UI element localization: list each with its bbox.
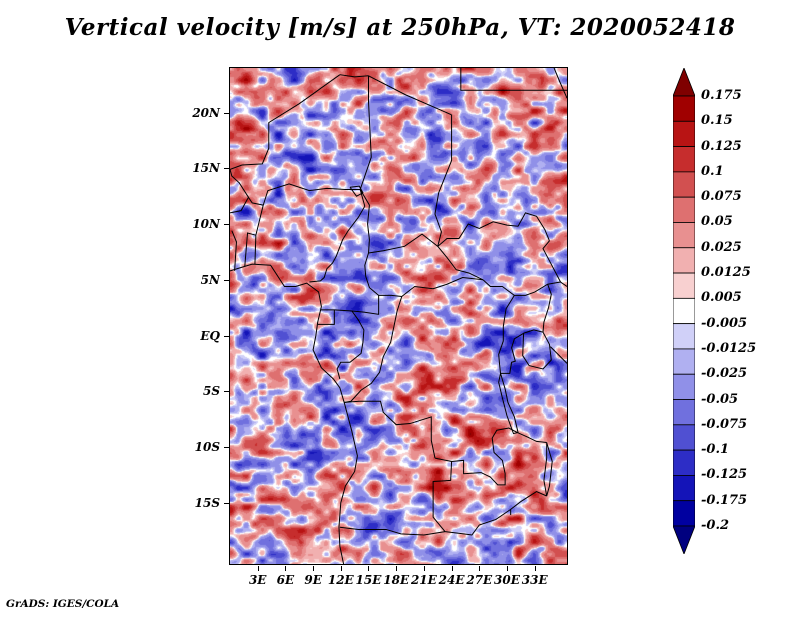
x-tick-mark bbox=[285, 565, 287, 571]
x-tick-label: 24E bbox=[438, 573, 465, 587]
colorbar-level-label: 0.0125 bbox=[701, 265, 751, 281]
vertical-velocity-field-canvas bbox=[230, 68, 567, 564]
colorbar-level-label: 0.025 bbox=[701, 239, 742, 255]
colorbar-level-label: -0.025 bbox=[701, 366, 748, 382]
y-tick-label: 5N bbox=[200, 272, 220, 287]
colorbar-segment bbox=[673, 475, 695, 502]
colorbar-segment bbox=[673, 171, 695, 198]
colorbar-segment bbox=[673, 272, 695, 299]
colorbar-segment bbox=[673, 348, 695, 375]
colorbar-segment bbox=[673, 500, 695, 527]
colorbar-segment bbox=[673, 399, 695, 426]
x-tick-label: 6E bbox=[276, 573, 295, 587]
colorbar-level-label: 0.175 bbox=[701, 88, 742, 103]
colorbar-level-label: -0.125 bbox=[701, 467, 748, 483]
colorbar-level-label: -0.1 bbox=[701, 442, 730, 458]
colorbar-segment bbox=[673, 424, 695, 451]
colorbar-level-label: -0.0125 bbox=[701, 340, 757, 356]
x-tick-mark bbox=[423, 565, 425, 571]
x-tick-label: 30E bbox=[494, 573, 520, 587]
x-tick-mark bbox=[313, 565, 315, 571]
x-tick-mark bbox=[340, 565, 342, 571]
colorbar-level-label: -0.075 bbox=[701, 416, 748, 432]
colorbar-level-label: 0.05 bbox=[701, 214, 733, 230]
y-tick-mark bbox=[223, 502, 229, 504]
x-tick-label: 9E bbox=[304, 573, 322, 587]
y-tick-label: 10N bbox=[192, 217, 220, 232]
y-tick-mark bbox=[223, 168, 229, 170]
x-tick-mark bbox=[479, 565, 481, 571]
y-tick-label: EQ bbox=[200, 328, 220, 343]
colorbar-level-label: -0.05 bbox=[701, 391, 739, 407]
colorbar-segment bbox=[673, 449, 695, 476]
colorbar-level-label: 0.005 bbox=[701, 290, 742, 306]
colorbar-segment bbox=[673, 95, 695, 122]
y-tick-label: 20N bbox=[192, 105, 220, 120]
colorbar bbox=[673, 68, 695, 554]
colorbar-arrow bbox=[673, 525, 695, 554]
colorbar-level-label: -0.005 bbox=[701, 315, 748, 331]
colorbar-arrow bbox=[673, 68, 695, 97]
x-tick-label: 21E bbox=[410, 573, 437, 587]
y-tick-mark bbox=[223, 335, 229, 337]
colorbar-segment bbox=[673, 373, 695, 400]
colorbar-level-label: -0.175 bbox=[701, 492, 748, 508]
x-tick-label: 33E bbox=[521, 573, 548, 587]
y-tick-mark bbox=[223, 279, 229, 281]
colorbar-segment bbox=[673, 196, 695, 223]
x-tick-label: 18E bbox=[383, 573, 410, 587]
colorbar-level-label: 0.075 bbox=[701, 189, 742, 205]
y-tick-mark bbox=[223, 446, 229, 448]
chart-title: Vertical velocity [m/s] at 250hPa, VT: 2… bbox=[64, 14, 736, 41]
x-tick-label: 27E bbox=[466, 573, 493, 587]
y-tick-mark bbox=[223, 112, 229, 114]
y-tick-label: 15S bbox=[194, 495, 220, 510]
colorbar-segment bbox=[673, 323, 695, 350]
colorbar-segment bbox=[673, 247, 695, 274]
x-tick-mark bbox=[396, 565, 398, 571]
colorbar-segment bbox=[673, 146, 695, 173]
x-tick-label: 12E bbox=[327, 573, 354, 587]
x-tick-label: 3E bbox=[248, 573, 267, 587]
x-tick-label: 15E bbox=[355, 573, 382, 587]
y-tick-label: 15N bbox=[192, 161, 220, 176]
x-tick-mark bbox=[451, 565, 453, 571]
x-tick-mark bbox=[534, 565, 536, 571]
colorbar-segment bbox=[673, 222, 695, 249]
y-tick-label: 10S bbox=[194, 439, 220, 454]
colorbar-level-label: 0.1 bbox=[701, 163, 724, 179]
x-tick-mark bbox=[257, 565, 259, 571]
colorbar-segment bbox=[673, 297, 695, 325]
colorbar-level-label: 0.125 bbox=[701, 138, 742, 154]
y-tick-mark bbox=[223, 391, 229, 393]
colorbar-level-label: -0.2 bbox=[701, 517, 730, 533]
x-tick-mark bbox=[506, 565, 508, 571]
colorbar-level-label: 0.15 bbox=[701, 113, 733, 129]
colorbar-segment bbox=[673, 120, 695, 147]
y-tick-mark bbox=[223, 224, 229, 226]
grads-credit: GrADS: IGES/COLA bbox=[6, 598, 120, 610]
x-tick-mark bbox=[368, 565, 370, 571]
y-tick-label: 5S bbox=[202, 384, 220, 399]
